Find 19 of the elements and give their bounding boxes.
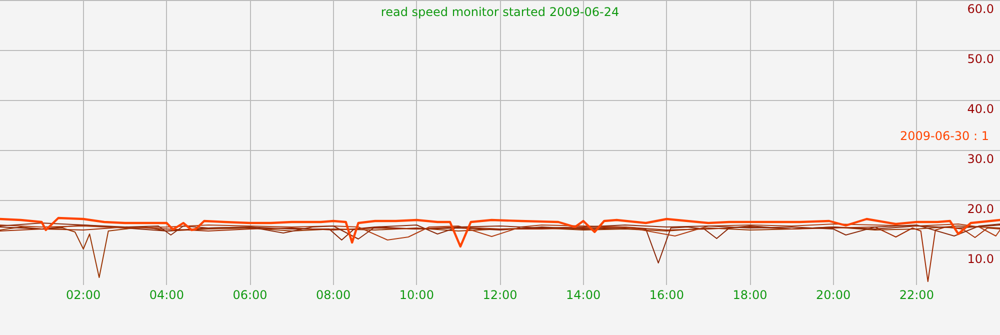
x-tick-label: 02:00 — [66, 288, 101, 302]
x-tick-label: 12:00 — [482, 288, 518, 302]
x-tick-label: 18:00 — [732, 288, 768, 302]
x-tick-label: 06:00 — [232, 288, 268, 302]
y-tick-label: 50.0 — [967, 52, 994, 66]
y-tick-label: 60.0 — [967, 2, 994, 16]
x-tick-label: 22:00 — [899, 288, 934, 302]
y-tick-label: 10.0 — [967, 252, 994, 266]
y-tick-label: 20.0 — [967, 202, 994, 216]
y-tick-label: 30.0 — [967, 152, 994, 166]
x-tick-label: 14:00 — [566, 288, 601, 302]
x-tick-label: 20:00 — [816, 288, 851, 302]
text: 2009-06-30 : 1 — [900, 129, 989, 143]
x-tick-label: 16:00 — [649, 288, 684, 302]
x-tick-label: 04:00 — [149, 288, 184, 302]
x-tick-label: 08:00 — [316, 288, 351, 302]
y-tick-label: 40.0 — [967, 102, 994, 116]
x-tick-label: 10:00 — [399, 288, 434, 302]
chart-title: read speed monitor started 2009-06-24 — [380, 5, 620, 19]
